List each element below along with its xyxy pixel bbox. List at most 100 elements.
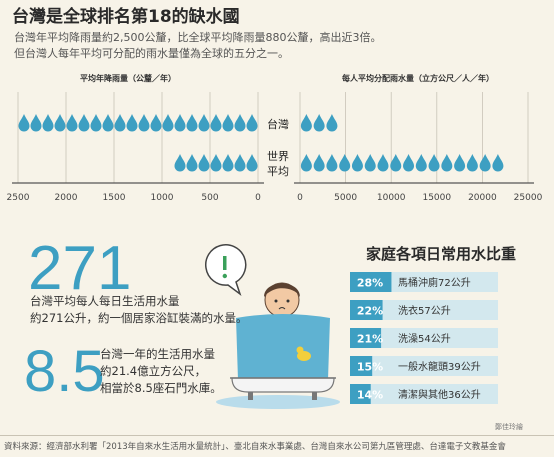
- water-drop-icon: [492, 154, 504, 172]
- usage-percent-label: 14%: [357, 389, 383, 402]
- x-tick-label: 20000: [468, 193, 497, 203]
- x-tick-label: 0: [297, 193, 303, 203]
- water-drop-icon: [454, 154, 466, 172]
- usage-bar-track: [350, 384, 498, 404]
- footer-divider: [0, 435, 554, 436]
- usage-bar-fill: [350, 356, 373, 376]
- water-drop-icon: [313, 114, 325, 132]
- water-drop-icon: [210, 114, 222, 132]
- water-drop-icon: [441, 154, 453, 172]
- per-capita-pictograph: 每人平均分配雨水量（立方公尺／人／年） 0 5000 10000 15000 20000 2…: [294, 73, 543, 203]
- usage-percent-label: 28%: [357, 277, 383, 290]
- water-drop-icon: [186, 154, 198, 172]
- x-tick-label: 0: [255, 193, 261, 203]
- rubber-duck-icon: [297, 351, 311, 361]
- water-drop-icon: [174, 154, 186, 172]
- water-drop-icon: [222, 114, 234, 132]
- exclamation-dot-icon: [222, 273, 227, 279]
- usage-percent-label: 21%: [357, 333, 383, 346]
- person-eye-left: [274, 299, 278, 303]
- pictograph-title: 每人平均分配雨水量（立方公尺／人／年）: [342, 73, 494, 83]
- x-tick-label: 15000: [422, 193, 451, 203]
- water-drop-icon: [479, 154, 491, 172]
- water-drop-icon: [18, 114, 30, 132]
- usage-bar-track: [350, 356, 498, 376]
- row-label-average: 平均: [267, 165, 289, 178]
- water-drop-icon: [30, 114, 42, 132]
- usage-percent-label: 15%: [357, 361, 383, 374]
- daily-desc-line-2: 約271公升，約一個居家浴缸裝滿的水量。: [30, 311, 248, 325]
- water-drop-icon: [377, 154, 389, 172]
- water-drop-icon: [102, 114, 114, 132]
- usage-bar-fill: [350, 272, 392, 292]
- x-tick-label: 1500: [103, 193, 126, 203]
- annual-desc-line-2: 約21.4億立方公尺，: [100, 364, 207, 378]
- row-label-taiwan: 台灣: [267, 117, 289, 131]
- bath-illustration: [205, 244, 340, 409]
- water-drop-icon: [54, 114, 66, 132]
- usage-item-label: 洗衣57公升: [398, 304, 451, 317]
- water-drop-icon: [428, 154, 440, 172]
- water-drop-icon: [42, 114, 54, 132]
- bathtub-body: [231, 377, 335, 393]
- water-drop-icon: [198, 114, 210, 132]
- water-drop-icon: [126, 114, 138, 132]
- water-drop-icon: [210, 154, 222, 172]
- water-drop-icon: [234, 154, 246, 172]
- water-drop-icon: [326, 114, 338, 132]
- bathtub-water: [236, 314, 330, 380]
- x-tick-label: 1000: [151, 193, 174, 203]
- annual-desc-line-1: 台灣一年的生活用水量: [100, 347, 215, 361]
- annual-usage-number: 8.5: [24, 339, 105, 404]
- usage-item-label: 一般水龍頭39公升: [398, 360, 481, 373]
- water-drop-icon: [222, 154, 234, 172]
- water-drop-icon: [326, 154, 338, 172]
- water-drop-icon: [403, 154, 415, 172]
- person-mouth: [278, 307, 286, 310]
- water-drop-icon: [351, 154, 363, 172]
- person-hair: [264, 283, 300, 297]
- x-tick-label: 5000: [334, 193, 357, 203]
- x-tick-label: 10000: [377, 193, 406, 203]
- water-drop-icon: [313, 154, 325, 172]
- water-drop-icon: [246, 154, 258, 172]
- person-eye-right: [286, 299, 290, 303]
- water-drop-icon: [300, 114, 312, 132]
- intro-line-1: 台灣年平均降雨量約2,500公釐，比全球平均降雨量880公釐，高出近3倍。: [14, 31, 382, 44]
- daily-desc-line-1: 台灣平均每人每日生活用水量: [30, 294, 180, 308]
- water-drop-icon: [150, 114, 162, 132]
- bathtub-leg-right: [312, 392, 317, 400]
- usage-bar-track: [350, 300, 498, 320]
- water-drop-icon: [66, 114, 78, 132]
- water-drop-icon: [138, 114, 150, 132]
- daily-usage-number: 271: [28, 234, 132, 303]
- water-drop-icon: [198, 154, 210, 172]
- water-drop-icon: [415, 154, 427, 172]
- exclamation-icon: [223, 256, 227, 270]
- usage-bar-fill: [350, 384, 371, 404]
- source-footer: 資料來源：經濟部水利署「2013年自來水生活用水量統計」、臺北自來水事業處、台灣…: [4, 442, 506, 452]
- row-label-world: 世界: [267, 150, 289, 163]
- page-title: 台灣是全球排名第18的缺水國: [12, 7, 240, 27]
- usage-bar-chart: 28% 馬桶沖廁72公升 22% 洗衣57公升 21% 洗澡54公升 15% 一般水龍頭39公…: [350, 272, 498, 404]
- usage-chart-title: 家庭各項日常用水比重: [366, 245, 517, 263]
- pictograph-title: 平均年降雨量（公釐／年）: [80, 73, 176, 83]
- water-puddle: [216, 395, 340, 409]
- water-drop-icon: [339, 154, 351, 172]
- water-drop-icon: [162, 114, 174, 132]
- daily-usage-description: 台灣平均每人每日生活用水量 約271公升，約一個居家浴缸裝滿的水量。: [30, 293, 247, 327]
- x-tick-label: 2000: [55, 193, 78, 203]
- annual-usage-description: 台灣一年的生活用水量 約21.4億立方公尺， 相當於8.5座石門水庫。: [100, 346, 222, 397]
- water-drop-icon: [234, 114, 246, 132]
- annual-desc-line-3: 相當於8.5座石門水庫。: [100, 381, 222, 395]
- water-drop-icon: [364, 154, 376, 172]
- usage-item-label: 洗澡54公升: [398, 333, 451, 345]
- x-tick-label: 500: [201, 193, 218, 203]
- water-drop-icon: [390, 154, 402, 172]
- usage-bar-fill: [350, 328, 382, 348]
- rubber-duck-head: [296, 346, 304, 354]
- usage-item-label: 馬桶沖廁72公升: [398, 276, 471, 289]
- water-drop-icon: [186, 114, 198, 132]
- x-tick-label: 2500: [7, 193, 30, 203]
